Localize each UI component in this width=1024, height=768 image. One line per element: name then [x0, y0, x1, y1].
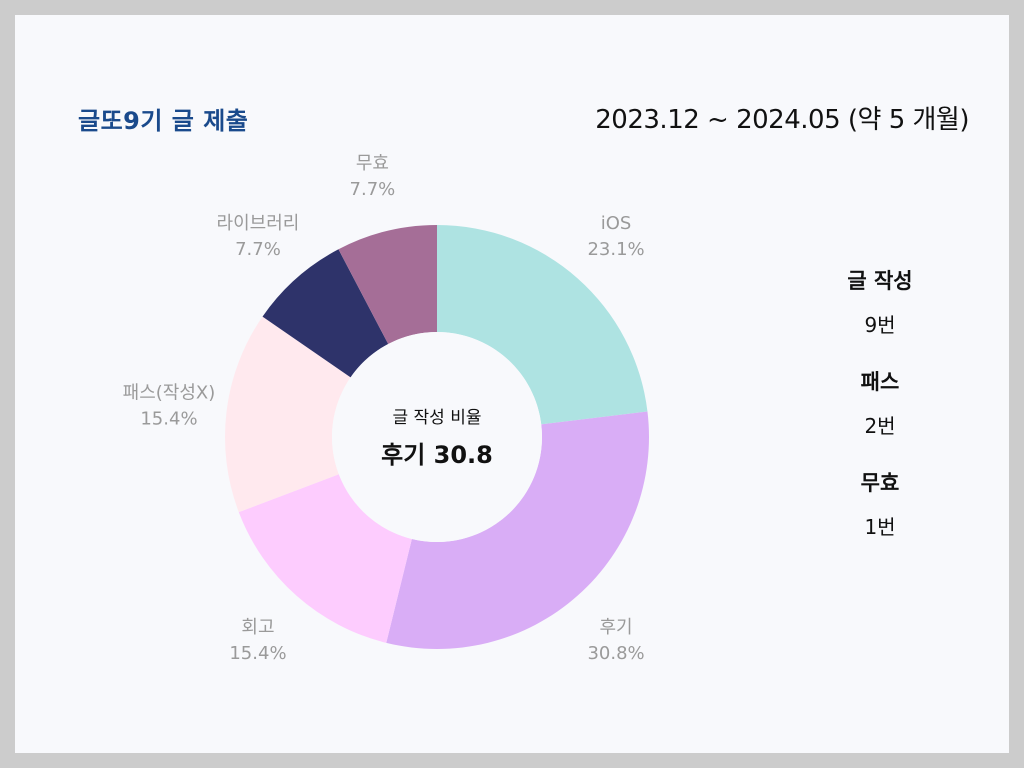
stat-label: 무효 — [860, 471, 900, 495]
donut-chart: iOS 23.1% 후기 30.8% 회고 15.4% 패스(작성X) 15.4% 라이브러리 7… — [123, 153, 649, 664]
stat-label: 패스 — [860, 370, 900, 394]
chart-title: 글또9기 글 제출 — [78, 107, 249, 135]
slice-무효 — [338, 225, 437, 345]
slice-value-label: 30.8% — [587, 643, 644, 664]
donut-hole — [332, 332, 542, 542]
slice-category-label: 무효 — [356, 153, 389, 174]
center-value: 후기 30.8 — [381, 441, 493, 469]
slice-후기 — [386, 411, 649, 649]
stat-label: 글 작성 — [847, 269, 913, 293]
slice-value-label: 7.7% — [235, 239, 281, 260]
donut-slices — [225, 225, 649, 649]
slice-value-label: 15.4% — [140, 408, 197, 429]
slice-category-label: 패스(작성X) — [123, 382, 216, 403]
slice-회고 — [238, 474, 412, 643]
slice-value-label: 7.7% — [350, 179, 396, 200]
slice-value-label: 15.4% — [229, 643, 286, 664]
stat-pass: 패스 2번 — [835, 366, 925, 439]
center-caption: 글 작성 비율 — [392, 408, 481, 428]
stat-invalid: 무효 1번 — [835, 467, 925, 540]
slice-category-label: 회고 — [241, 617, 274, 638]
slice-category-label: iOS — [601, 213, 632, 234]
slice-value-label: 23.1% — [587, 239, 644, 260]
slice-labels: iOS 23.1% 후기 30.8% 회고 15.4% 패스(작성X) 15.4% 라이브러리 7… — [123, 153, 645, 664]
slice-category-label: 라이브러리 — [217, 213, 300, 234]
stat-value: 1번 — [864, 515, 896, 539]
stat-value: 2번 — [864, 414, 896, 438]
slice-라이브러리 — [262, 249, 389, 378]
slide: 글또9기 글 제출 2023.12 ~ 2024.05 (약 5 개월) iOS… — [15, 15, 1009, 753]
slice-iOS — [437, 225, 648, 425]
slice-패스(작성X) — [225, 316, 351, 513]
stats-panel: 글 작성 9번 패스 2번 무효 1번 — [835, 265, 925, 568]
stat-written: 글 작성 9번 — [835, 265, 925, 338]
period-label: 2023.12 ~ 2024.05 (약 5 개월) — [595, 105, 969, 135]
stat-value: 9번 — [864, 313, 896, 337]
slice-category-label: 후기 — [599, 617, 632, 638]
